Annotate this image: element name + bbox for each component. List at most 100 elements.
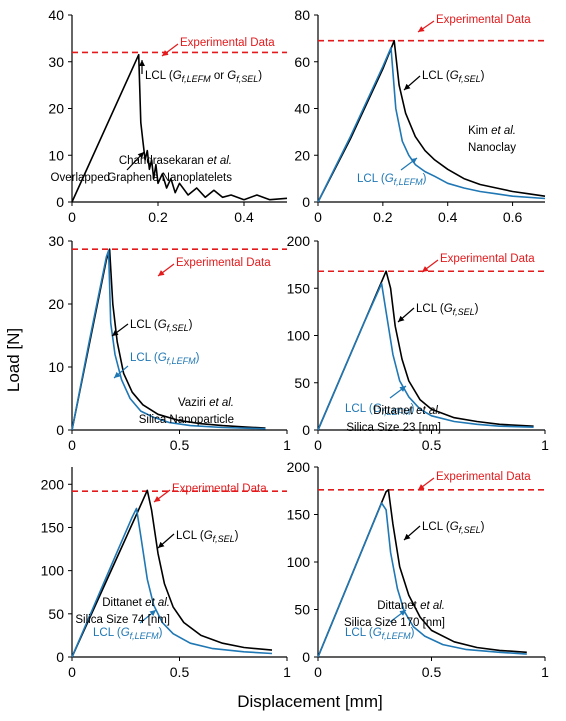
overlapped-arrow bbox=[126, 151, 145, 171]
chart-panel-2: 0 20 40 60 80 0 0.2 0.4 0.6 Experimental Data LCL … bbox=[294, 7, 546, 225]
sample-material-label: Graphene Nanoplatelets bbox=[107, 172, 232, 184]
x-tick-label: 0 bbox=[314, 437, 322, 453]
x-tick-label: 0.5 bbox=[170, 664, 190, 680]
chart-panel-3: 0 10 20 30 0 0.5 1 Experimental Data LCL (Gf,SEL… bbox=[48, 233, 291, 453]
sample-material-label: Nanoclay bbox=[468, 142, 516, 154]
y-tick-label: 150 bbox=[287, 507, 311, 523]
chart-panel-6: 0 50 100 150 200 0 0.5 1 Experimental Data LCL (G… bbox=[287, 459, 549, 680]
experimental-arrow bbox=[417, 20, 435, 33]
y-tick-label: 10 bbox=[48, 147, 64, 163]
x-tick-label: 1 bbox=[541, 437, 549, 453]
overlapped-label: Overlapped bbox=[51, 172, 110, 184]
x-tick-label: 0 bbox=[68, 209, 76, 225]
x-tick-label: 0.5 bbox=[422, 664, 442, 680]
lcl-sel-arrow bbox=[403, 75, 421, 91]
lcl-lefm-arrow bbox=[113, 365, 129, 379]
experimental-data-label: Experimental Data bbox=[176, 257, 271, 269]
lcl-sel-arrow bbox=[157, 533, 175, 549]
sample-author-label: Vaziri et al. bbox=[178, 397, 234, 409]
y-tick-label: 100 bbox=[41, 563, 65, 579]
lcl-sel-label: LCL (Gf,SEL) bbox=[176, 530, 239, 544]
lcl-sel-curve bbox=[317, 39, 546, 203]
y-tick-label: 150 bbox=[41, 519, 65, 535]
sample-author-label: Dittanet et al. bbox=[377, 600, 445, 612]
y-tick-label: 10 bbox=[48, 359, 64, 375]
lcl-sel-arrow bbox=[111, 323, 129, 337]
lcl-lefm-arrow bbox=[389, 609, 407, 623]
lcl-lefm-curve bbox=[317, 46, 546, 203]
y-tick-label: 20 bbox=[48, 101, 64, 117]
lcl-sel-label: LCL (Gf,SEL) bbox=[422, 521, 485, 535]
y-tick-label: 20 bbox=[294, 147, 310, 163]
y-tick-label: 30 bbox=[48, 233, 64, 249]
chart-panel-1: 0 10 20 30 40 0 0.2 0.4 Experimental Data LCL (Gf… bbox=[48, 7, 288, 225]
chart-panel-5: 0 50 100 150 200 0 0.5 1 Experimental Data LCL (G… bbox=[41, 467, 291, 680]
x-tick-label: 0.5 bbox=[170, 437, 190, 453]
lcl-lefm-arrow bbox=[400, 157, 418, 171]
experimental-data-label: Experimental Data bbox=[436, 14, 531, 26]
experimental-data-label: Experimental Data bbox=[172, 483, 267, 495]
experimental-arrow bbox=[153, 489, 171, 503]
experimental-arrow bbox=[421, 259, 439, 273]
x-tick-label: 0 bbox=[68, 664, 76, 680]
sample-material-label: Silica Nanoparticle bbox=[139, 414, 234, 426]
experimental-arrow bbox=[161, 43, 179, 57]
x-tick-label: 1 bbox=[541, 664, 549, 680]
y-tick-label: 60 bbox=[294, 54, 310, 70]
x-tick-label: 0 bbox=[314, 209, 322, 225]
y-tick-label: 0 bbox=[56, 649, 64, 665]
lcl-lefm-label: LCL (Gf,LEFM) bbox=[345, 627, 415, 641]
chart-panel-4: 0 50 100 150 200 0 0.5 1 Experimental Data LCL (G… bbox=[287, 233, 549, 453]
lcl-sel-label: LCL (Gf,SEL) bbox=[422, 70, 485, 84]
y-tick-label: 40 bbox=[48, 7, 64, 23]
y-tick-label: 40 bbox=[294, 101, 310, 117]
y-tick-label: 0 bbox=[56, 194, 64, 210]
y-tick-label: 200 bbox=[41, 476, 65, 492]
y-tick-label: 80 bbox=[294, 7, 310, 23]
sample-material-label: Silica Size 74 [nm] bbox=[75, 614, 170, 626]
y-tick-label: 100 bbox=[287, 328, 311, 344]
x-tick-label: 0.4 bbox=[438, 209, 458, 225]
y-tick-label: 50 bbox=[294, 375, 310, 391]
lcl-lefm-label: LCL (Gf,LEFM) bbox=[345, 403, 415, 417]
sample-material-label: Silica Size 170 [nm] bbox=[344, 617, 445, 629]
y-tick-label: 50 bbox=[48, 606, 64, 622]
y-tick-label: 150 bbox=[287, 280, 311, 296]
x-tick-label: 0.6 bbox=[503, 209, 523, 225]
x-tick-label: 0 bbox=[68, 437, 76, 453]
lcl-lefm-label: LCL (Gf,LEFM) bbox=[93, 627, 163, 641]
y-axis-title: Load [N] bbox=[4, 328, 23, 392]
experimental-data-label: Experimental Data bbox=[440, 253, 535, 265]
experimental-data-label: Experimental Data bbox=[180, 37, 275, 49]
lcl-sel-label: LCL (Gf,LEFM or Gf,SEL) bbox=[145, 70, 262, 84]
lcl-lefm-label: LCL (Gf,LEFM) bbox=[357, 173, 427, 187]
lcl-sel-arrow bbox=[397, 307, 415, 323]
lcl-lefm-curve bbox=[71, 507, 273, 658]
y-tick-label: 0 bbox=[302, 649, 310, 665]
lcl-sel-curve bbox=[71, 53, 288, 203]
lcl-lefm-arrow bbox=[139, 609, 157, 624]
x-tick-label: 0.4 bbox=[234, 209, 254, 225]
lcl-lefm-curve bbox=[317, 502, 527, 658]
lcl-lefm-label: LCL (Gf,LEFM) bbox=[130, 352, 200, 366]
y-tick-label: 0 bbox=[56, 422, 64, 438]
y-tick-label: 0 bbox=[302, 422, 310, 438]
x-tick-label: 0.5 bbox=[422, 437, 442, 453]
x-tick-label: 0 bbox=[314, 664, 322, 680]
experimental-data-label: Experimental Data bbox=[436, 471, 531, 483]
sample-author-label: Kim et al. bbox=[468, 125, 516, 137]
lcl-sel-arrow bbox=[403, 525, 421, 541]
x-tick-label: 0.2 bbox=[148, 209, 168, 225]
sample-author-label: Dittanet et al. bbox=[373, 405, 441, 417]
y-tick-label: 200 bbox=[287, 459, 311, 475]
y-tick-label: 20 bbox=[48, 296, 64, 312]
lcl-lefm-curve bbox=[71, 249, 266, 431]
sample-author-label: Chandrasekaran et al. bbox=[119, 155, 232, 167]
sample-author-label: Dittanet et al. bbox=[102, 597, 170, 609]
experimental-arrow bbox=[417, 477, 435, 491]
x-tick-label: 0.2 bbox=[373, 209, 393, 225]
lcl-sel-label: LCL (Gf,SEL) bbox=[130, 319, 193, 333]
y-tick-label: 100 bbox=[287, 554, 311, 570]
experimental-arrow bbox=[157, 263, 175, 277]
